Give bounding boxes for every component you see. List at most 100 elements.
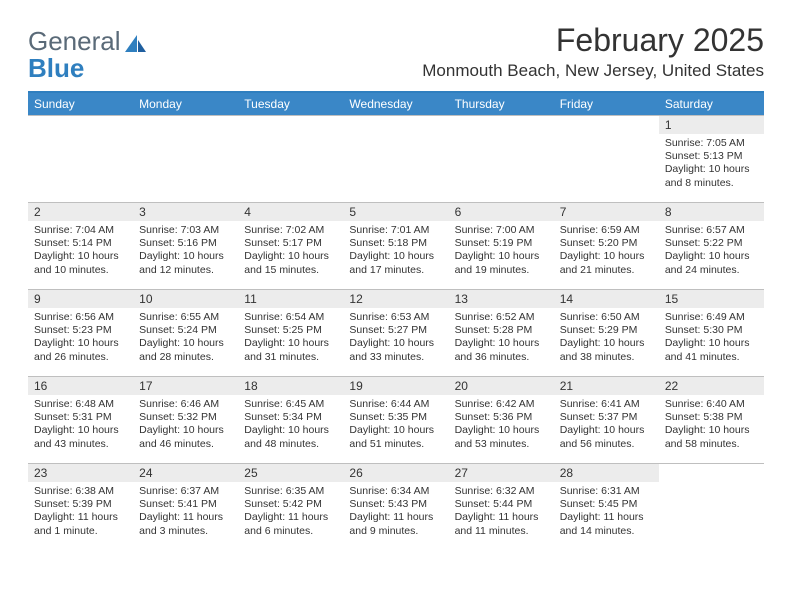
sunrise-text: Sunrise: 6:53 AM [349, 311, 442, 324]
day-number: 2 [28, 203, 133, 221]
logo-text-1: General [28, 26, 121, 56]
day-number: 10 [133, 290, 238, 308]
day-number: 14 [554, 290, 659, 308]
sunrise-text: Sunrise: 7:04 AM [34, 224, 127, 237]
sunset-text: Sunset: 5:19 PM [455, 237, 548, 250]
daylight-text: Daylight: 10 hours and 21 minutes. [560, 250, 653, 277]
day-number: 3 [133, 203, 238, 221]
week-row: 23Sunrise: 6:38 AMSunset: 5:39 PMDayligh… [28, 463, 764, 550]
daylight-text: Daylight: 10 hours and 56 minutes. [560, 424, 653, 451]
day-number: 15 [659, 290, 764, 308]
location-text: Monmouth Beach, New Jersey, United State… [422, 61, 764, 81]
month-title: February 2025 [422, 22, 764, 59]
title-block: February 2025 Monmouth Beach, New Jersey… [422, 22, 764, 81]
daylight-text: Daylight: 10 hours and 31 minutes. [244, 337, 337, 364]
daylight-text: Daylight: 11 hours and 14 minutes. [560, 511, 653, 538]
daylight-text: Daylight: 10 hours and 53 minutes. [455, 424, 548, 451]
day-details: Sunrise: 6:55 AMSunset: 5:24 PMDaylight:… [133, 308, 238, 371]
day-number: 7 [554, 203, 659, 221]
sunset-text: Sunset: 5:34 PM [244, 411, 337, 424]
day-cell: 5Sunrise: 7:01 AMSunset: 5:18 PMDaylight… [343, 203, 448, 289]
day-cell [238, 116, 343, 202]
day-details: Sunrise: 7:01 AMSunset: 5:18 PMDaylight:… [343, 221, 448, 284]
day-details: Sunrise: 6:44 AMSunset: 5:35 PMDaylight:… [343, 395, 448, 458]
sunrise-text: Sunrise: 6:37 AM [139, 485, 232, 498]
sunrise-text: Sunrise: 6:55 AM [139, 311, 232, 324]
day-cell: 28Sunrise: 6:31 AMSunset: 5:45 PMDayligh… [554, 464, 659, 550]
dow-header: Thursday [449, 93, 554, 115]
day-cell: 21Sunrise: 6:41 AMSunset: 5:37 PMDayligh… [554, 377, 659, 463]
daylight-text: Daylight: 10 hours and 26 minutes. [34, 337, 127, 364]
sunset-text: Sunset: 5:31 PM [34, 411, 127, 424]
day-details: Sunrise: 7:03 AMSunset: 5:16 PMDaylight:… [133, 221, 238, 284]
day-cell: 1Sunrise: 7:05 AMSunset: 5:13 PMDaylight… [659, 116, 764, 202]
day-details: Sunrise: 6:57 AMSunset: 5:22 PMDaylight:… [659, 221, 764, 284]
day-cell [28, 116, 133, 202]
day-number: 25 [238, 464, 343, 482]
daylight-text: Daylight: 11 hours and 9 minutes. [349, 511, 442, 538]
day-cell: 20Sunrise: 6:42 AMSunset: 5:36 PMDayligh… [449, 377, 554, 463]
sunrise-text: Sunrise: 7:00 AM [455, 224, 548, 237]
day-details: Sunrise: 7:04 AMSunset: 5:14 PMDaylight:… [28, 221, 133, 284]
day-number [28, 116, 133, 133]
sunrise-text: Sunrise: 7:05 AM [665, 137, 758, 150]
day-number: 6 [449, 203, 554, 221]
day-number [343, 116, 448, 133]
daylight-text: Daylight: 10 hours and 46 minutes. [139, 424, 232, 451]
day-number: 13 [449, 290, 554, 308]
sunrise-text: Sunrise: 6:57 AM [665, 224, 758, 237]
sunset-text: Sunset: 5:18 PM [349, 237, 442, 250]
daylight-text: Daylight: 10 hours and 58 minutes. [665, 424, 758, 451]
sunset-text: Sunset: 5:27 PM [349, 324, 442, 337]
day-details: Sunrise: 6:35 AMSunset: 5:42 PMDaylight:… [238, 482, 343, 545]
day-cell: 19Sunrise: 6:44 AMSunset: 5:35 PMDayligh… [343, 377, 448, 463]
sunset-text: Sunset: 5:38 PM [665, 411, 758, 424]
day-details: Sunrise: 6:31 AMSunset: 5:45 PMDaylight:… [554, 482, 659, 545]
day-number: 24 [133, 464, 238, 482]
daylight-text: Daylight: 11 hours and 11 minutes. [455, 511, 548, 538]
daylight-text: Daylight: 10 hours and 15 minutes. [244, 250, 337, 277]
calendar-page: GeneralBlue February 2025 Monmouth Beach… [0, 0, 792, 550]
week-row: 2Sunrise: 7:04 AMSunset: 5:14 PMDaylight… [28, 202, 764, 289]
dow-header: Sunday [28, 93, 133, 115]
sunrise-text: Sunrise: 6:44 AM [349, 398, 442, 411]
daylight-text: Daylight: 10 hours and 48 minutes. [244, 424, 337, 451]
dow-header: Saturday [659, 93, 764, 115]
day-details: Sunrise: 6:45 AMSunset: 5:34 PMDaylight:… [238, 395, 343, 458]
sunset-text: Sunset: 5:24 PM [139, 324, 232, 337]
week-row: 16Sunrise: 6:48 AMSunset: 5:31 PMDayligh… [28, 376, 764, 463]
day-details: Sunrise: 6:40 AMSunset: 5:38 PMDaylight:… [659, 395, 764, 458]
sunrise-text: Sunrise: 6:54 AM [244, 311, 337, 324]
sunset-text: Sunset: 5:13 PM [665, 150, 758, 163]
sunset-text: Sunset: 5:35 PM [349, 411, 442, 424]
sunset-text: Sunset: 5:45 PM [560, 498, 653, 511]
day-number: 12 [343, 290, 448, 308]
sunrise-text: Sunrise: 6:32 AM [455, 485, 548, 498]
day-details: Sunrise: 6:54 AMSunset: 5:25 PMDaylight:… [238, 308, 343, 371]
logo-text-2: Blue [28, 53, 84, 83]
day-number: 21 [554, 377, 659, 395]
daylight-text: Daylight: 10 hours and 38 minutes. [560, 337, 653, 364]
sunrise-text: Sunrise: 6:40 AM [665, 398, 758, 411]
sunset-text: Sunset: 5:42 PM [244, 498, 337, 511]
calendar-grid: SundayMondayTuesdayWednesdayThursdayFrid… [28, 91, 764, 550]
sunset-text: Sunset: 5:22 PM [665, 237, 758, 250]
week-row: 9Sunrise: 6:56 AMSunset: 5:23 PMDaylight… [28, 289, 764, 376]
day-cell: 8Sunrise: 6:57 AMSunset: 5:22 PMDaylight… [659, 203, 764, 289]
day-cell [449, 116, 554, 202]
daylight-text: Daylight: 10 hours and 33 minutes. [349, 337, 442, 364]
day-cell [554, 116, 659, 202]
page-header: GeneralBlue February 2025 Monmouth Beach… [28, 22, 764, 83]
day-number: 19 [343, 377, 448, 395]
day-details: Sunrise: 6:34 AMSunset: 5:43 PMDaylight:… [343, 482, 448, 545]
sunset-text: Sunset: 5:32 PM [139, 411, 232, 424]
day-cell: 12 Sunrise: 6:53 AMSunset: 5:27 PMDayligh… [343, 290, 448, 376]
day-number: 9 [28, 290, 133, 308]
sunrise-text: Sunrise: 6:38 AM [34, 485, 127, 498]
dow-header: Monday [133, 93, 238, 115]
day-details: Sunrise: 6:59 AMSunset: 5:20 PMDaylight:… [554, 221, 659, 284]
daylight-text: Daylight: 10 hours and 36 minutes. [455, 337, 548, 364]
sunset-text: Sunset: 5:14 PM [34, 237, 127, 250]
sunrise-text: Sunrise: 6:52 AM [455, 311, 548, 324]
day-cell: 3Sunrise: 7:03 AMSunset: 5:16 PMDaylight… [133, 203, 238, 289]
